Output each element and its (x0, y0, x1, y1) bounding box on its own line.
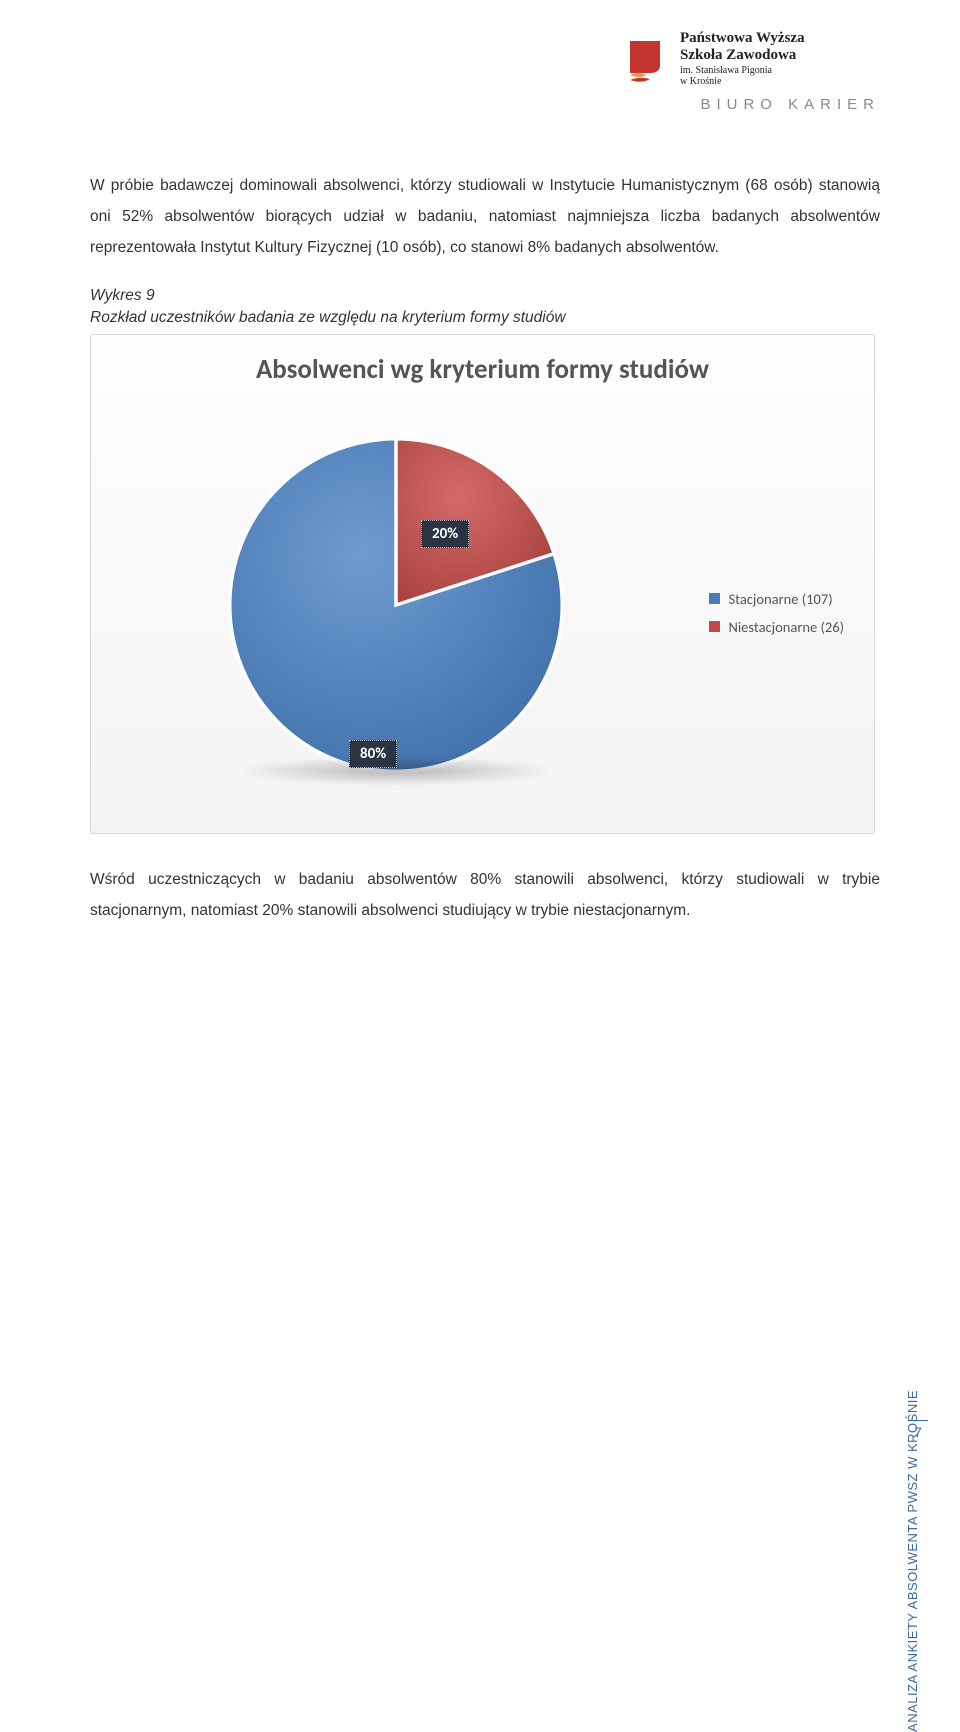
document-page: Państwowa Wyższa Szkoła Zawodowa im. Sta… (0, 0, 960, 1470)
legend-label-niestacjonarne: Niestacjonarne (26) (728, 618, 844, 636)
school-logo-icon (620, 35, 668, 83)
chart-caption: Wykres 9 Rozkład uczestników badania ze … (90, 285, 880, 330)
chart-legend: Stacjonarne (107) Niestacjonarne (26) (709, 590, 844, 646)
legend-item-stacjonarne: Stacjonarne (107) (709, 590, 844, 608)
school-name: Państwowa Wyższa Szkoła Zawodowa im. Sta… (680, 30, 805, 88)
school-line4: w Krośnie (680, 76, 805, 88)
caption-wykres: Wykres 9 (90, 285, 880, 307)
caption-desc: Rozkład uczestników badania ze względu n… (90, 307, 880, 329)
side-vertical-label: ANALIZA ANKIETY ABSOLWENTA PWSZ W KROŚNI… (905, 1390, 920, 1732)
paragraph-intro: W próbie badawczej dominowali absolwenci… (90, 170, 880, 263)
legend-label-stacjonarne: Stacjonarne (107) (728, 590, 832, 608)
school-line3: im. Stanisława Pigonia (680, 65, 805, 77)
page-number: 7 (908, 1420, 928, 1440)
header-logo-block: Państwowa Wyższa Szkoła Zawodowa im. Sta… (620, 30, 880, 113)
pie-chart: 20% 80% (221, 430, 571, 780)
logo-row: Państwowa Wyższa Szkoła Zawodowa im. Sta… (620, 30, 880, 88)
paragraph-summary: Wśród uczestniczących w badaniu absolwen… (90, 864, 880, 926)
school-line1: Państwowa Wyższa (680, 30, 805, 47)
legend-item-niestacjonarne: Niestacjonarne (26) (709, 618, 844, 636)
slice-label-80: 80% (349, 740, 397, 768)
slice-label-20: 20% (421, 520, 469, 548)
legend-swatch-red (709, 621, 720, 632)
pie-chart-container: Absolwenci wg kryterium formy studiów (90, 334, 875, 834)
school-line2: Szkoła Zawodowa (680, 47, 805, 64)
legend-swatch-blue (709, 593, 720, 604)
chart-title: Absolwenci wg kryterium formy studiów (91, 353, 874, 386)
biuro-karier-label: BIURO KARIER (620, 96, 880, 113)
